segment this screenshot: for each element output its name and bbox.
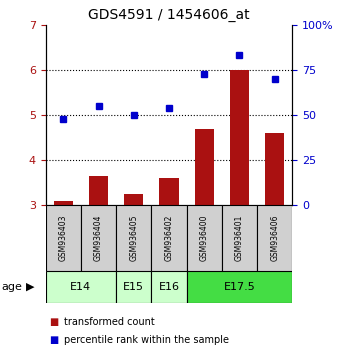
Bar bbox=[53, 201, 73, 205]
Text: GSM936401: GSM936401 bbox=[235, 215, 244, 261]
Bar bbox=[265, 133, 285, 205]
Text: GSM936404: GSM936404 bbox=[94, 215, 103, 261]
Bar bbox=[187, 271, 292, 303]
Text: GSM936400: GSM936400 bbox=[200, 215, 209, 261]
Text: GSM936403: GSM936403 bbox=[59, 215, 68, 261]
Bar bbox=[195, 129, 214, 205]
Text: age: age bbox=[2, 282, 23, 292]
Text: GSM936405: GSM936405 bbox=[129, 215, 138, 261]
Text: percentile rank within the sample: percentile rank within the sample bbox=[64, 335, 229, 345]
Text: E15: E15 bbox=[123, 282, 144, 292]
Bar bbox=[46, 205, 81, 271]
Bar bbox=[222, 205, 257, 271]
Text: ▶: ▶ bbox=[26, 282, 35, 292]
Text: GSM936406: GSM936406 bbox=[270, 215, 279, 261]
Text: E16: E16 bbox=[159, 282, 179, 292]
Bar bbox=[116, 271, 151, 303]
Text: E17.5: E17.5 bbox=[224, 282, 256, 292]
Text: ■: ■ bbox=[49, 335, 58, 345]
Bar bbox=[159, 178, 179, 205]
Bar bbox=[46, 271, 116, 303]
Bar bbox=[257, 205, 292, 271]
Bar bbox=[124, 194, 143, 205]
Text: GSM936402: GSM936402 bbox=[165, 215, 173, 261]
Bar bbox=[230, 70, 249, 205]
Text: ■: ■ bbox=[49, 317, 58, 327]
Bar bbox=[89, 176, 108, 205]
Text: E14: E14 bbox=[70, 282, 92, 292]
Bar bbox=[116, 205, 151, 271]
Bar bbox=[151, 271, 187, 303]
Text: transformed count: transformed count bbox=[64, 317, 155, 327]
Bar bbox=[151, 205, 187, 271]
Bar bbox=[187, 205, 222, 271]
Title: GDS4591 / 1454606_at: GDS4591 / 1454606_at bbox=[88, 8, 250, 22]
Bar bbox=[81, 205, 116, 271]
